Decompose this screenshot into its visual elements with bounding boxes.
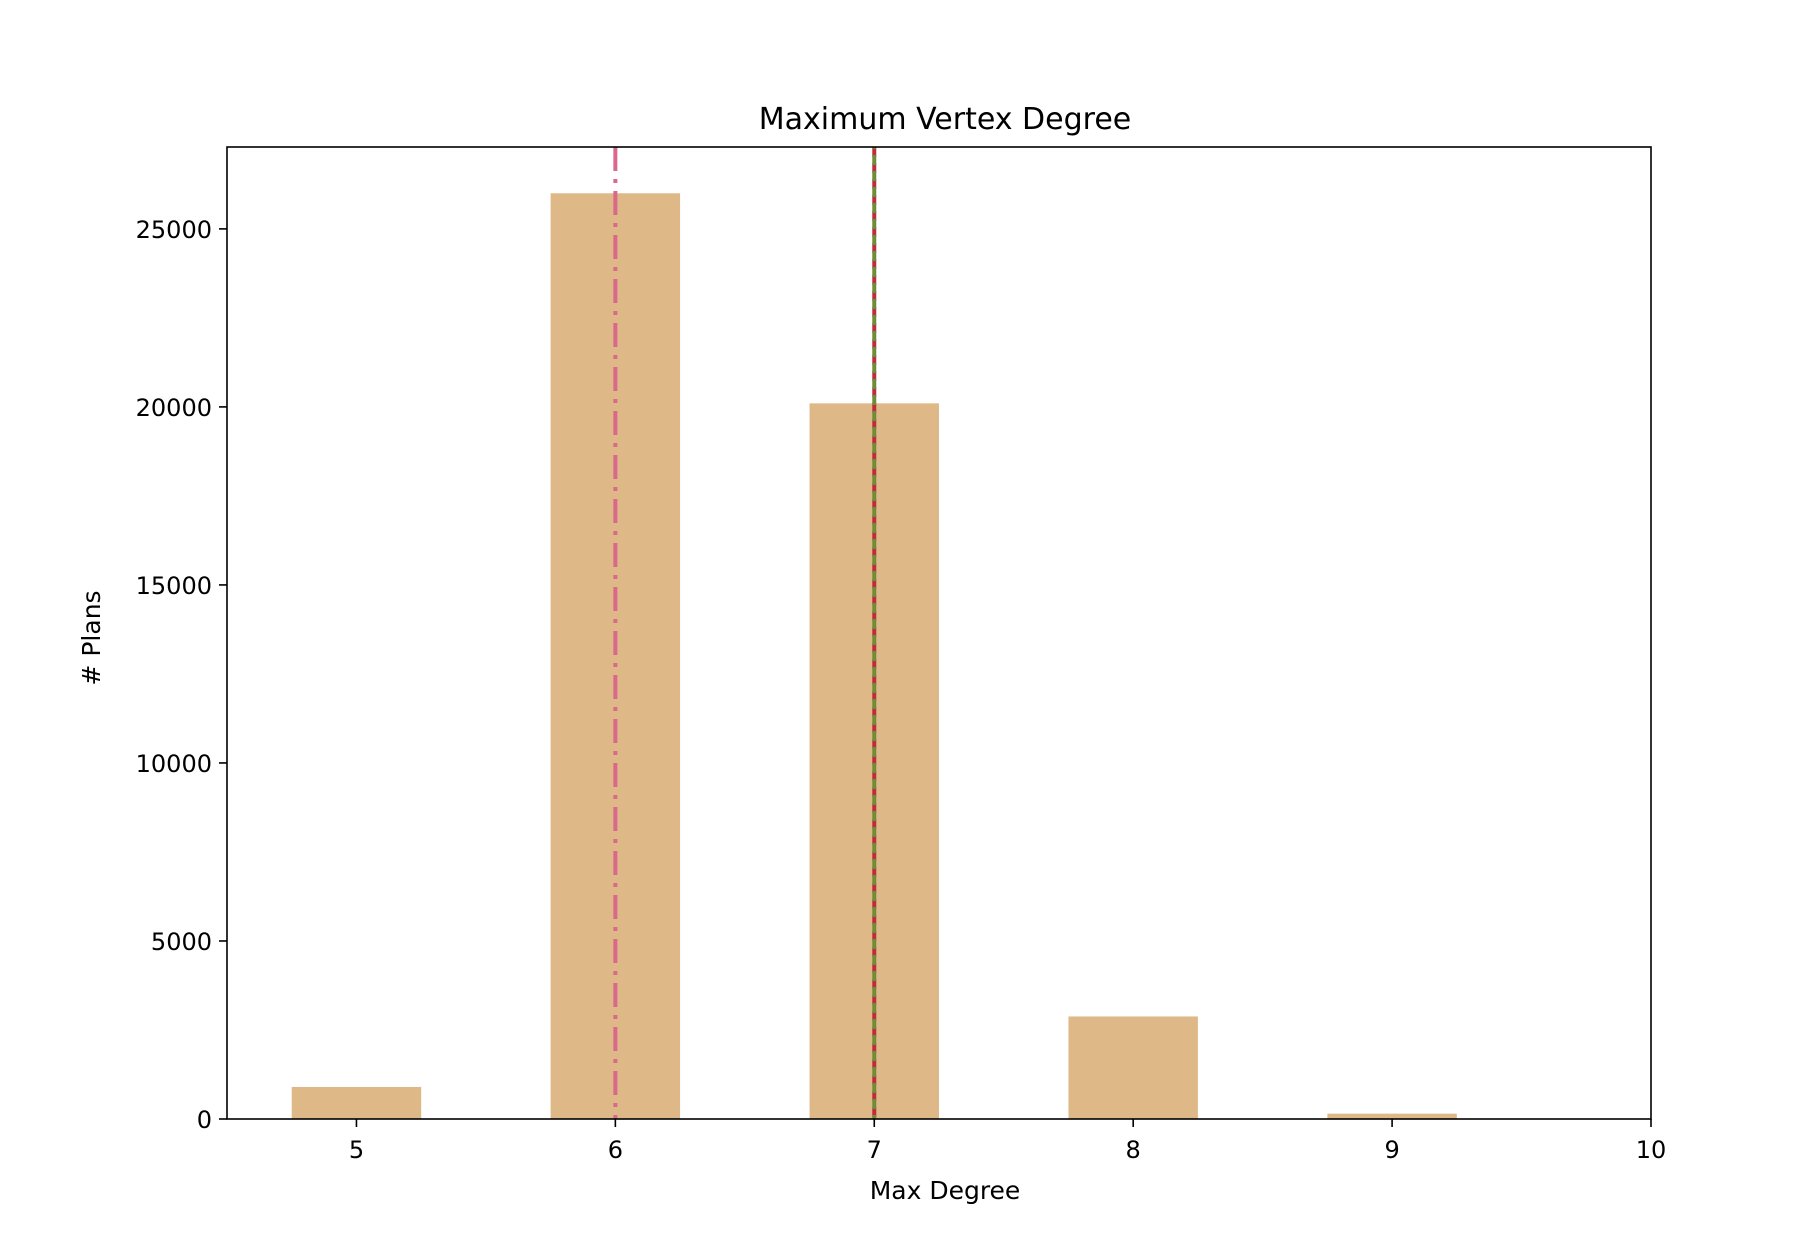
bar-5	[291, 1086, 422, 1119]
x-tick-label: 6	[608, 1136, 623, 1164]
plot-frame	[226, 146, 1652, 1120]
y-tick-label: 25000	[136, 216, 212, 244]
y-tick-label: 0	[197, 1106, 212, 1134]
y-tick-label: 15000	[136, 572, 212, 600]
x-tick-label: 5	[349, 1136, 364, 1164]
bar-9	[1327, 1113, 1457, 1119]
y-tick-label: 10000	[136, 750, 212, 778]
x-axis-title: Max Degree	[870, 1176, 1021, 1205]
y-tick-label: 20000	[136, 394, 212, 422]
x-tick-label: 7	[867, 1136, 882, 1164]
x-tick-label: 8	[1126, 1136, 1141, 1164]
y-tick-label: 5000	[151, 928, 212, 956]
x-tick-label: 10	[1636, 1136, 1667, 1164]
bar-6	[550, 193, 681, 1120]
chart-title: Maximum Vertex Degree	[759, 102, 1132, 137]
bars	[291, 193, 1457, 1120]
bar-8	[1068, 1016, 1198, 1119]
x-tick-label: 9	[1384, 1136, 1399, 1164]
y-axis-title: # Plans	[77, 590, 106, 685]
x-axis: 5 6 7 8 9 10	[349, 1119, 1666, 1164]
y-axis: 0 5000 10000 15000 20000 25000	[136, 216, 227, 1134]
reference-lines	[613, 147, 877, 1119]
